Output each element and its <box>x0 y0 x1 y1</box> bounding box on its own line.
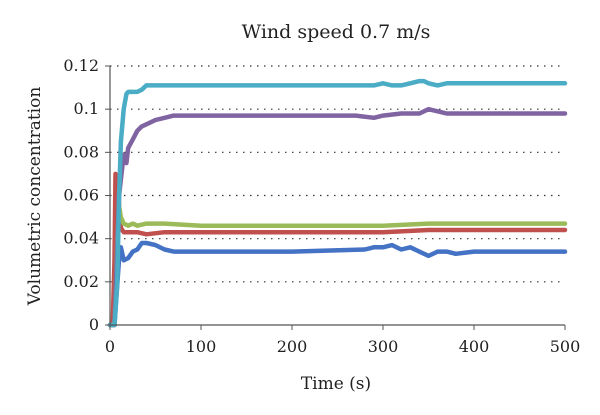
y-tick-label: 0.08 <box>63 142 99 161</box>
series-line-5 <box>107 78 568 328</box>
y-axis-label: Volumetric concentration <box>25 87 45 307</box>
x-axis-ticks: 0 100 200 300 400 500 <box>105 325 580 356</box>
x-tick-label: 500 <box>550 337 581 356</box>
series-group <box>107 78 568 328</box>
y-axis-ticks: 0 0.02 0.04 0.06 0.08 0.1 0.12 <box>63 56 110 334</box>
gridlines <box>110 65 565 283</box>
y-tick-label: 0.06 <box>63 186 99 205</box>
axes <box>109 66 565 326</box>
y-tick-label: 0.12 <box>63 56 99 75</box>
chart-title: Wind speed 0.7 m/s <box>242 21 431 43</box>
y-tick-label: 0.02 <box>63 272 99 291</box>
series-line-3 <box>107 204 568 328</box>
x-tick-label: 200 <box>277 337 308 356</box>
series-line-4 <box>107 106 568 328</box>
x-axis-label: Time (s) <box>301 374 371 394</box>
y-tick-label: 0 <box>89 315 99 334</box>
x-tick-label: 0 <box>105 337 115 356</box>
series-line-1 <box>107 240 568 328</box>
y-tick-label: 0.04 <box>63 229 99 248</box>
series-line-2 <box>107 171 568 328</box>
x-tick-label: 300 <box>368 337 399 356</box>
x-tick-label: 100 <box>186 337 217 356</box>
x-tick-label: 400 <box>459 337 490 356</box>
y-tick-label: 0.1 <box>74 99 99 118</box>
